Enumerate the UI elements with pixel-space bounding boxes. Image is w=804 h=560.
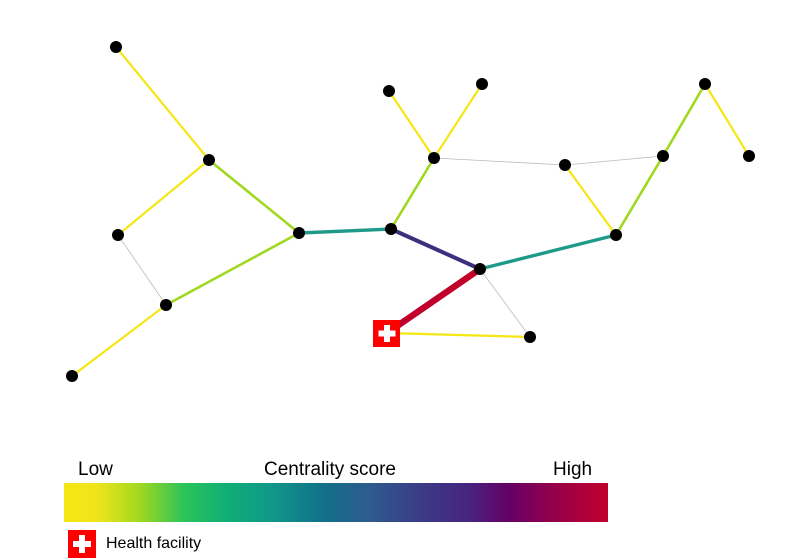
facility-legend-label: Health facility <box>106 535 202 552</box>
node-n16 <box>610 229 622 241</box>
edge-n7-n11 <box>389 227 482 271</box>
edge-n9-n10 <box>432 82 484 160</box>
centrality-colorbar <box>64 483 608 522</box>
edge-n4-n5 <box>164 231 301 307</box>
edge-n1-n2 <box>114 45 211 162</box>
edge-n13-n14 <box>564 155 664 166</box>
node-n6 <box>66 370 78 382</box>
edge-n15-n17 <box>703 82 751 158</box>
edge-hf-n12 <box>385 331 532 339</box>
node-n17 <box>743 150 755 162</box>
node-n14 <box>657 150 669 162</box>
edge-n11-hf <box>383 265 484 337</box>
legend-low-label: Low <box>78 459 113 480</box>
node-n11 <box>474 263 486 275</box>
edge-n11-n12 <box>479 268 531 338</box>
legend-title: Centrality score <box>264 459 396 480</box>
node-n5 <box>160 299 172 311</box>
node-n8 <box>383 85 395 97</box>
edge-n4-n7 <box>297 227 393 235</box>
edge-n2-n4 <box>207 158 301 235</box>
edges-layer <box>70 45 751 378</box>
edge-n13-n16 <box>563 163 618 237</box>
edge-n5-n6 <box>70 303 168 378</box>
health-facility-icon <box>373 320 400 347</box>
edge-n7-n10 <box>389 156 436 231</box>
edge-n8-n10 <box>387 89 436 160</box>
legend-high-label: High <box>553 459 593 480</box>
edge-n3-n5 <box>117 234 167 306</box>
node-n9 <box>476 78 488 90</box>
node-n15 <box>699 78 711 90</box>
edge-n10-n13 <box>433 157 566 166</box>
node-n4 <box>293 227 305 239</box>
nodes-layer <box>66 41 755 382</box>
network-graph <box>66 41 755 382</box>
node-n1 <box>110 41 122 53</box>
edge-n2-n3 <box>116 158 211 237</box>
node-n12 <box>524 331 536 343</box>
node-n3 <box>112 229 124 241</box>
node-n13 <box>559 159 571 171</box>
health-facility-icon <box>68 530 96 558</box>
node-n10 <box>428 152 440 164</box>
edge-n14-n16 <box>614 154 665 237</box>
node-n2 <box>203 154 215 166</box>
edge-n11-n16 <box>478 233 618 271</box>
node-n7 <box>385 223 397 235</box>
edge-n14-n15 <box>661 82 707 158</box>
